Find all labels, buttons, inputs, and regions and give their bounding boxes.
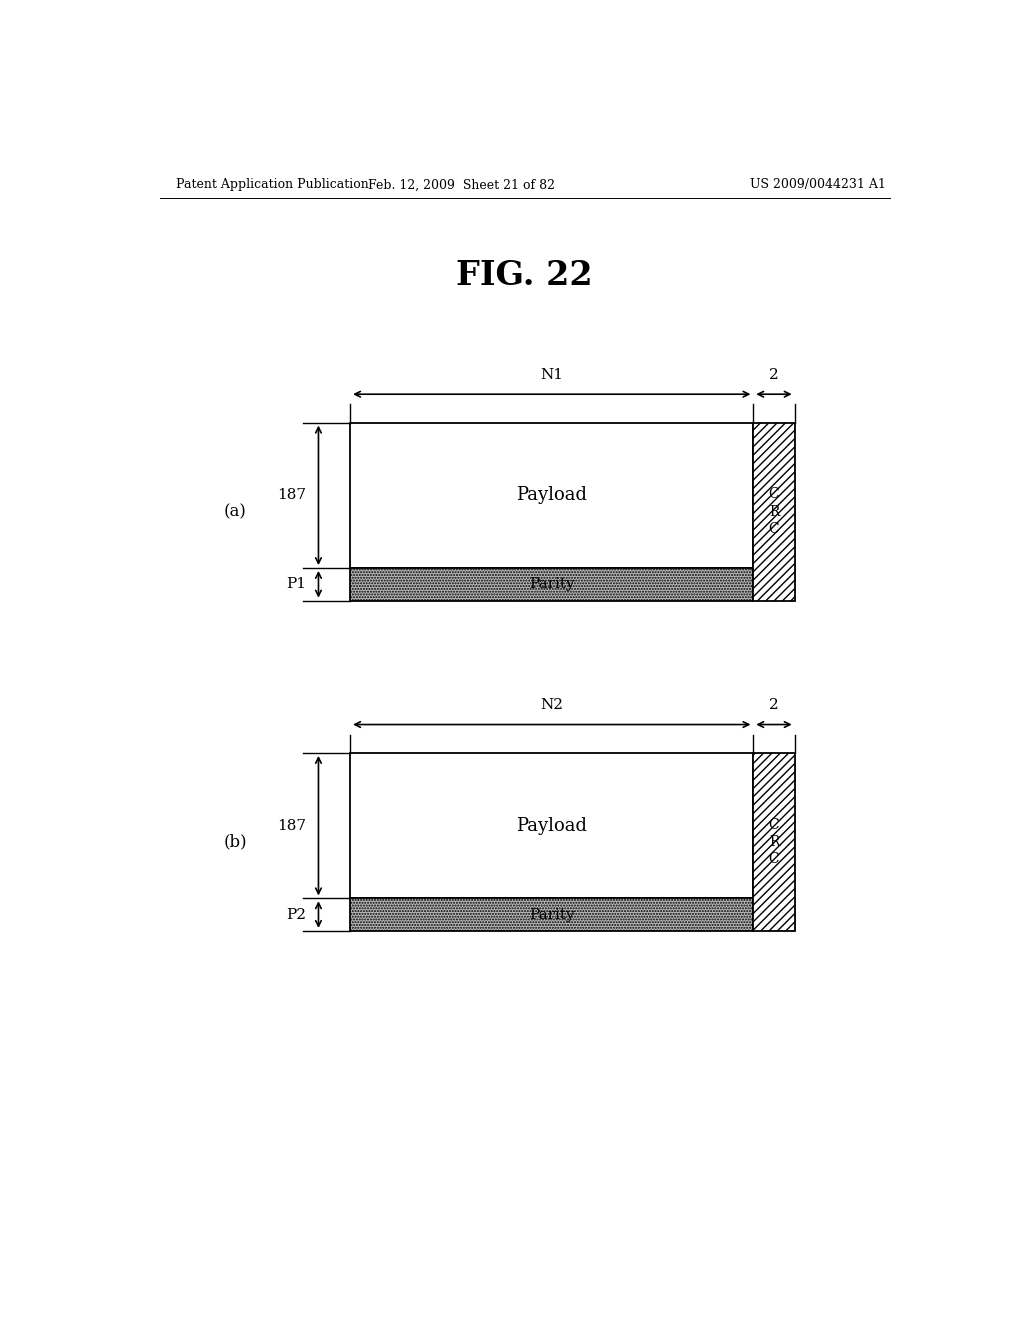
Text: Patent Application Publication: Patent Application Publication [176, 178, 369, 191]
Bar [350, 752, 754, 899]
Text: Feb. 12, 2009  Sheet 21 of 82: Feb. 12, 2009 Sheet 21 of 82 [368, 178, 555, 191]
Text: Payload: Payload [516, 486, 588, 504]
Text: FIG. 22: FIG. 22 [457, 259, 593, 292]
Text: (a): (a) [223, 503, 246, 520]
Text: Payload: Payload [516, 817, 588, 834]
Bar [754, 422, 795, 601]
Text: C
R
C: C R C [769, 487, 779, 536]
Bar [350, 899, 754, 931]
Text: P1: P1 [287, 577, 306, 591]
Text: (b): (b) [223, 833, 247, 850]
Text: US 2009/0044231 A1: US 2009/0044231 A1 [751, 178, 887, 191]
Text: N1: N1 [541, 368, 563, 381]
Text: 2: 2 [769, 368, 779, 381]
Text: Parity: Parity [529, 577, 574, 591]
Text: 187: 187 [278, 488, 306, 503]
Text: P2: P2 [287, 908, 306, 921]
Text: C
R
C: C R C [769, 817, 779, 866]
Bar [350, 422, 754, 568]
Text: N2: N2 [541, 698, 563, 713]
Bar [754, 752, 795, 931]
Text: Parity: Parity [529, 908, 574, 921]
Text: 187: 187 [278, 818, 306, 833]
Text: 2: 2 [769, 698, 779, 713]
Bar [350, 568, 754, 601]
